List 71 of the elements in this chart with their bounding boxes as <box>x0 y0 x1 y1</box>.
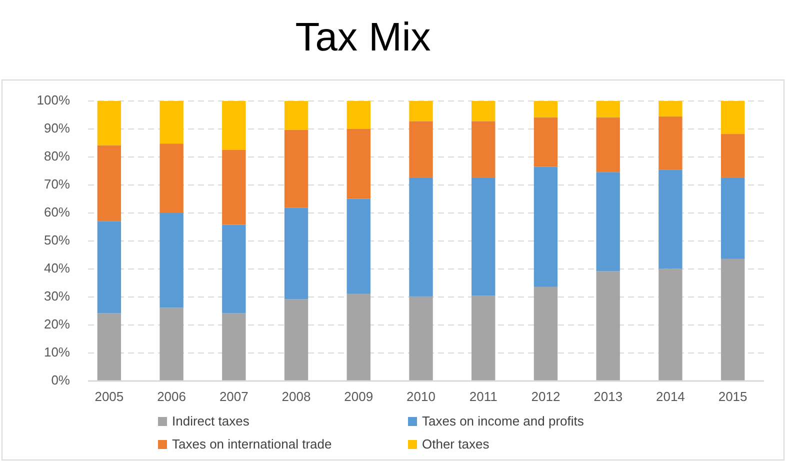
bar <box>160 101 184 144</box>
y-tick-label: 30% <box>44 288 70 304</box>
x-tick-label: 2006 <box>157 389 186 404</box>
y-tick-label: 0% <box>51 372 70 388</box>
x-tick-label: 2005 <box>94 389 124 404</box>
x-tick-label: 2007 <box>219 389 248 404</box>
bar <box>534 166 558 287</box>
bar <box>658 170 682 269</box>
bar <box>720 258 745 381</box>
bar <box>472 177 496 296</box>
bar <box>222 150 246 225</box>
bar <box>222 101 246 150</box>
y-tick-label: 10% <box>44 344 70 360</box>
bar <box>658 116 682 170</box>
x-tick-label: 2014 <box>656 389 685 404</box>
legend-label: Taxes on international trade <box>172 436 332 452</box>
legend-label: Taxes on income and profits <box>422 413 584 428</box>
bar <box>472 121 496 178</box>
bar <box>720 177 745 259</box>
bar <box>160 308 184 381</box>
bar <box>596 172 620 272</box>
bar <box>409 121 433 178</box>
bar <box>409 101 433 122</box>
bar <box>97 101 122 146</box>
bar <box>346 294 370 381</box>
bar <box>97 145 122 222</box>
y-tick-label: 50% <box>44 232 70 248</box>
bar <box>222 224 246 314</box>
bar <box>596 101 620 118</box>
y-tick-label: 70% <box>44 176 70 192</box>
y-tick-label: 100% <box>36 92 70 108</box>
bar <box>346 198 370 294</box>
x-tick-label: 2013 <box>594 389 623 404</box>
bar <box>222 313 246 381</box>
bar <box>472 296 496 381</box>
bar <box>658 268 682 381</box>
x-tick-label: 2008 <box>282 389 311 404</box>
bar <box>97 221 122 314</box>
bar <box>284 208 308 300</box>
bar <box>346 129 370 199</box>
bar <box>534 117 558 167</box>
x-tick-label: 2015 <box>718 389 748 404</box>
x-tick-label: 2011 <box>469 389 498 404</box>
legend-label: Indirect taxes <box>172 413 250 428</box>
bar <box>534 101 558 118</box>
bar <box>596 117 620 172</box>
y-tick-label: 80% <box>44 148 70 164</box>
x-tick-label: 2012 <box>531 389 560 404</box>
bar <box>284 101 308 130</box>
chart-title: Tax Mix <box>295 16 431 60</box>
bar <box>409 296 433 381</box>
bar <box>720 134 745 178</box>
bar <box>160 213 184 308</box>
bar <box>658 101 682 116</box>
bar <box>160 144 184 213</box>
y-tick-label: 40% <box>44 260 70 276</box>
x-tick-label: 2010 <box>406 389 436 404</box>
bar <box>284 299 308 381</box>
bar <box>409 177 433 296</box>
y-tick-label: 90% <box>44 120 70 136</box>
x-tick-label: 2009 <box>344 389 374 404</box>
y-tick-label: 20% <box>44 316 70 332</box>
bar <box>596 271 620 381</box>
bar <box>472 101 496 122</box>
bar <box>720 101 745 134</box>
y-tick-label: 60% <box>44 204 70 220</box>
legend-label: Other taxes <box>422 436 490 452</box>
bar <box>346 101 370 129</box>
bar <box>534 286 558 381</box>
bar <box>97 313 122 381</box>
bar <box>284 130 308 208</box>
